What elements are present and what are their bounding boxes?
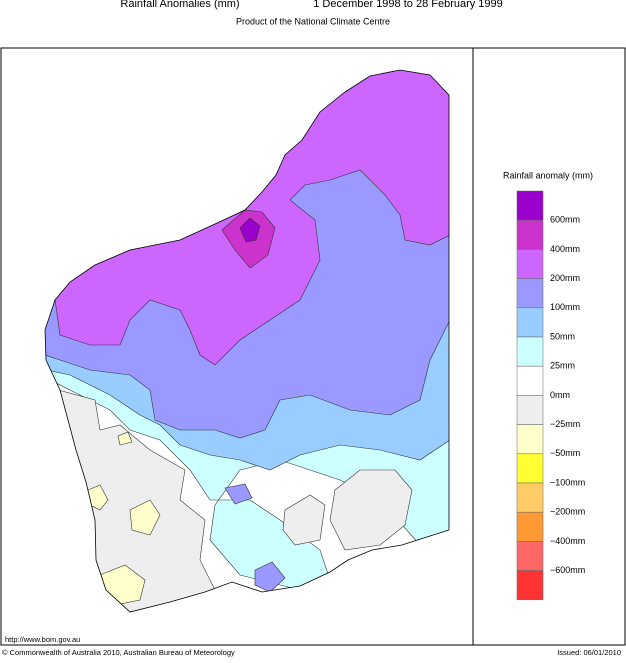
legend-label: 0mm	[550, 390, 570, 400]
legend-swatch	[516, 424, 544, 455]
issued: Issued: 06/01/2010	[557, 648, 621, 657]
legend-swatch	[516, 249, 544, 279]
zone-100mm	[224, 483, 253, 505]
legend-swatch	[516, 278, 544, 309]
legend: 600mm 400mm 200mm 100mm 50mm 25mm 0mm −25mm −50m…	[516, 190, 585, 601]
legend-label: 200mm	[550, 273, 580, 283]
legend-label: −100mm	[550, 477, 585, 487]
legend-swatch	[516, 336, 544, 367]
legend-label: 600mm	[550, 215, 580, 225]
legend-swatch	[516, 570, 544, 601]
legend-swatch	[516, 307, 544, 338]
legend-label: 400mm	[550, 244, 580, 254]
legend-swatch	[516, 541, 544, 571]
legend-label: −25mm	[550, 419, 580, 429]
legend-swatch	[516, 365, 544, 396]
period: 1 December 1998 to 28 February 1999	[313, 0, 503, 10]
legend-label: −400mm	[550, 536, 585, 546]
frame	[0, 47, 626, 646]
coastline	[44, 69, 450, 613]
legend-title: Rainfall anomaly (mm)	[503, 170, 593, 180]
zone-minus-25mm	[282, 494, 326, 546]
subtitle: Product of the National Climate Centre	[236, 16, 390, 26]
url: http://www.bom.gov.au	[5, 635, 80, 644]
legend-label: −600mm	[550, 565, 585, 575]
legend-swatch	[516, 453, 544, 484]
legend-label: −200mm	[550, 507, 585, 517]
legend-swatch	[516, 395, 544, 425]
legend-label: 50mm	[550, 331, 575, 341]
zone-600mm	[239, 217, 261, 243]
legend-swatch	[516, 482, 544, 513]
legend-swatch	[516, 190, 544, 221]
legend-label: −50mm	[550, 448, 580, 458]
legend-swatch	[516, 219, 544, 250]
zone-100mm	[254, 561, 286, 593]
title: Rainfall Anomalies (mm)	[120, 0, 239, 10]
legend-swatch	[516, 511, 544, 542]
copyright: © Commonwealth of Australia 2010, Austra…	[2, 648, 235, 657]
zone-minus-50mm	[117, 431, 133, 446]
legend-label: 100mm	[550, 302, 580, 312]
zone-minus-25mm	[329, 469, 413, 551]
zone-minus-50mm	[129, 499, 161, 536]
map	[45, 70, 449, 612]
legend-label: 25mm	[550, 361, 575, 371]
